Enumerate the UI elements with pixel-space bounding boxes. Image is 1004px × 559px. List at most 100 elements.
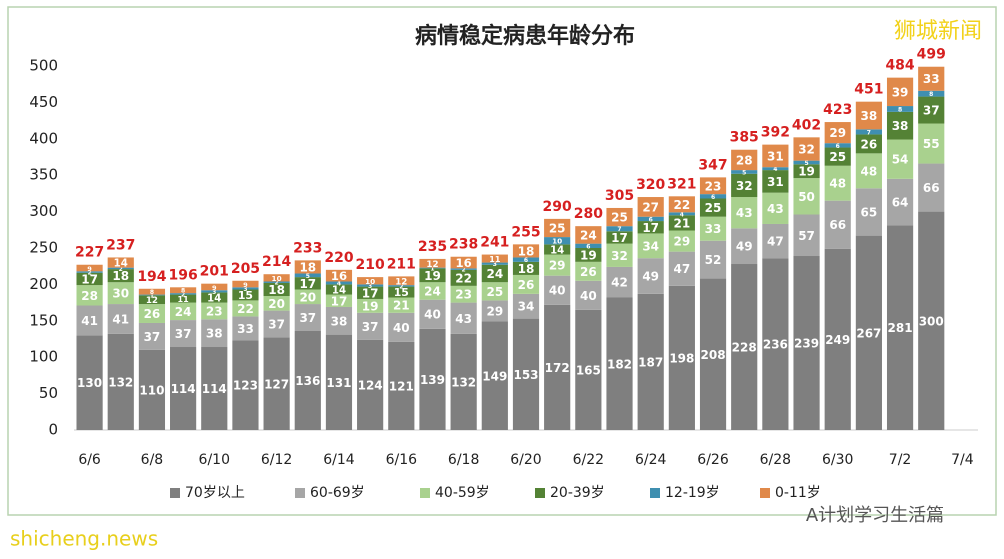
total-label: 305	[605, 188, 634, 204]
bar-segment	[855, 235, 882, 430]
bar-segment	[918, 96, 945, 124]
data-label: 26	[144, 307, 161, 321]
data-label: 17	[642, 221, 659, 235]
bar-segment	[699, 216, 727, 241]
data-label: 21	[674, 216, 691, 230]
bar-segment	[606, 226, 633, 232]
y-tick-label: 250	[29, 239, 58, 257]
bar-segment	[762, 192, 789, 224]
data-label: 17	[362, 286, 379, 300]
data-label: 49	[736, 240, 753, 254]
bar-segment	[76, 272, 103, 286]
bar-segment	[388, 341, 415, 430]
data-label: 14	[114, 259, 128, 270]
data-label: 281	[888, 321, 913, 335]
data-label: 132	[108, 375, 133, 389]
y-tick-label: 500	[29, 57, 58, 75]
data-label: 31	[767, 175, 784, 189]
bar-segment	[512, 257, 540, 262]
data-label: 3	[368, 283, 372, 290]
bar-segment	[107, 304, 134, 334]
data-label: 3	[212, 289, 216, 296]
total-label: 238	[449, 237, 478, 253]
bar-segment	[263, 282, 290, 297]
data-label: 153	[513, 368, 538, 382]
data-label: 30	[112, 287, 129, 301]
bar-segment	[170, 294, 197, 303]
bar-segment	[325, 281, 353, 285]
bar-segment	[107, 257, 134, 268]
bar-segment	[575, 261, 602, 281]
data-label: 37	[923, 104, 940, 118]
bar-segment	[918, 90, 945, 97]
bar-segment	[450, 302, 477, 334]
bar-segment	[325, 269, 353, 282]
bar-segment	[419, 258, 446, 268]
data-label: 26	[580, 265, 597, 279]
bar-segment	[699, 194, 727, 199]
data-label: 33	[923, 72, 940, 86]
total-label: 423	[823, 102, 852, 118]
total-label: 290	[543, 199, 572, 215]
data-label: 14	[332, 285, 346, 296]
bar-segment	[76, 285, 103, 306]
bar-segment	[325, 334, 353, 430]
data-label: 24	[175, 305, 192, 319]
data-label: 29	[674, 235, 691, 249]
data-label: 198	[669, 351, 694, 365]
bar-segment	[668, 196, 695, 213]
total-label: 255	[511, 224, 540, 240]
data-label: 41	[81, 314, 98, 328]
data-label: 11	[178, 295, 190, 304]
data-label: 18	[268, 283, 285, 297]
x-tick-label: 7/2	[889, 452, 912, 468]
total-label: 320	[636, 177, 665, 193]
data-label: 18	[518, 262, 535, 276]
total-label: 402	[792, 117, 821, 133]
data-label: 123	[233, 379, 258, 393]
x-tick-label: 6/16	[386, 452, 418, 468]
data-label: 34	[518, 300, 535, 314]
data-label: 28	[736, 153, 753, 167]
bar-segment	[481, 254, 508, 263]
data-label: 6	[586, 243, 590, 250]
bar-segment	[886, 77, 914, 107]
bar-segment	[450, 268, 477, 270]
data-label: 18	[112, 269, 129, 283]
data-label: 54	[892, 153, 909, 167]
data-label: 43	[736, 206, 753, 220]
data-label: 4	[337, 280, 341, 287]
bar-segment	[450, 269, 477, 286]
data-label: 2	[462, 267, 466, 274]
data-label: 48	[861, 164, 878, 178]
data-label: 42	[611, 276, 628, 290]
data-label: 66	[923, 181, 940, 195]
data-label: 29	[829, 126, 846, 140]
watermark: A计划学习生活篇	[806, 505, 944, 526]
data-label: 40	[580, 289, 597, 303]
data-label: 5	[804, 160, 808, 167]
data-label: 24	[424, 284, 441, 298]
x-tick-label: 6/10	[199, 452, 230, 468]
bar-segment	[731, 228, 758, 265]
data-label: 49	[642, 270, 659, 284]
bar-segment	[575, 243, 602, 248]
bar-segment	[170, 347, 197, 430]
chart-title: 病情稳定病患年龄分布	[415, 23, 635, 49]
bar-segment	[824, 165, 851, 201]
total-label: 484	[885, 58, 914, 74]
data-label: 38	[892, 119, 909, 133]
bar-segment	[731, 197, 758, 229]
bar-segment	[668, 230, 695, 252]
data-label: 3	[493, 261, 497, 268]
x-tick-label: 6/6	[78, 452, 101, 468]
x-tick-label: 7/4	[951, 452, 974, 468]
bar-segment	[138, 322, 166, 350]
x-tick-label: 6/24	[635, 452, 667, 468]
y-tick-label: 400	[29, 129, 58, 147]
total-label: 237	[106, 237, 135, 253]
bar-segment	[668, 212, 695, 216]
y-tick-label: 200	[29, 275, 58, 293]
data-label: 32	[798, 142, 815, 156]
